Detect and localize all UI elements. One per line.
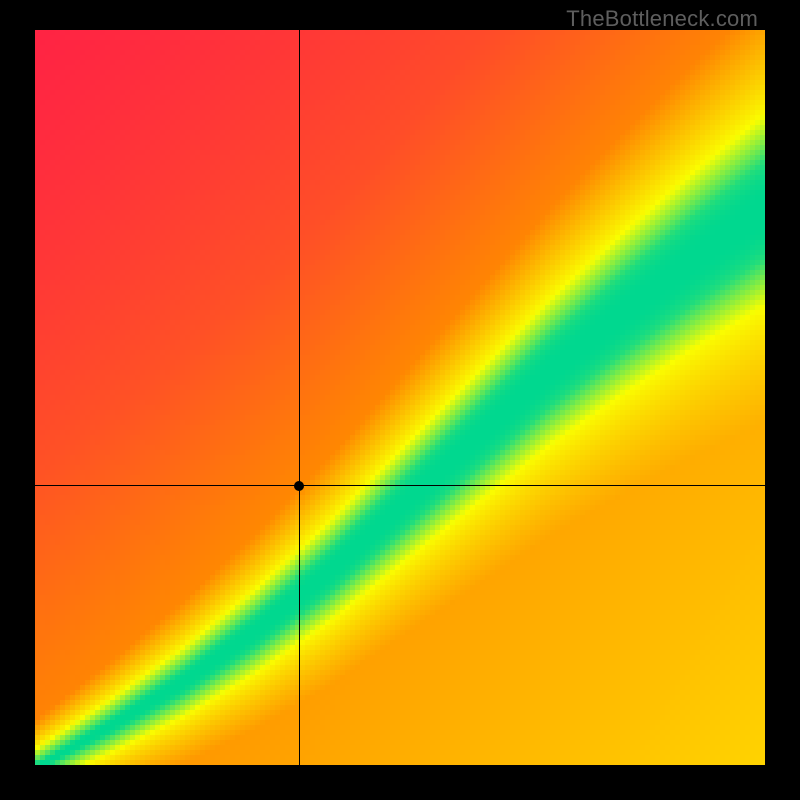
chart-frame: { "watermark": { "text": "TheBottleneck.… — [0, 0, 800, 800]
crosshair-horizontal — [35, 485, 765, 486]
crosshair-vertical — [299, 30, 300, 765]
bottleneck-heatmap — [35, 30, 765, 765]
crosshair-dot — [294, 481, 304, 491]
watermark-text: TheBottleneck.com — [566, 6, 758, 32]
